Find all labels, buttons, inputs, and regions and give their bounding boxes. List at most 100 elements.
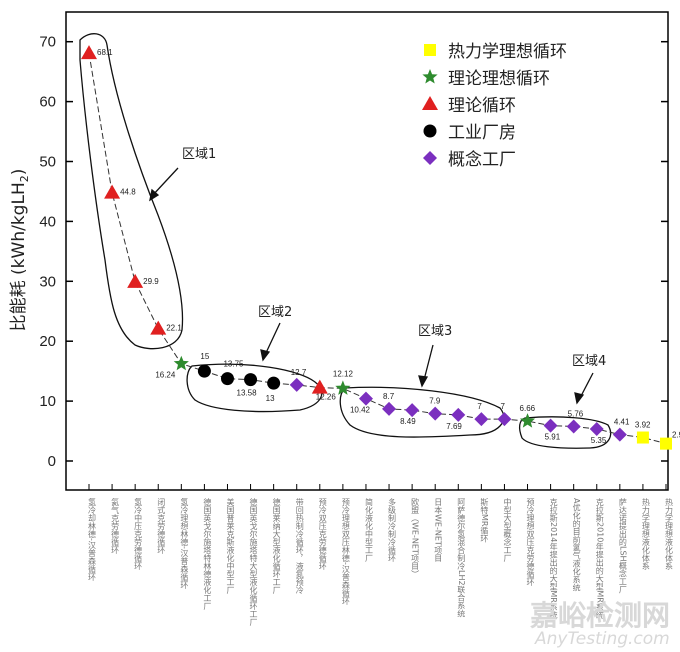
y-tick-label: 0 [48,453,56,470]
watermark-text: 嘉峪检测网 [530,599,670,632]
region1-arrow [151,167,179,197]
region4-arrow [579,372,594,399]
x-tick-label: 斯特MR循环 [480,497,489,543]
star-marker [422,69,438,84]
x-tick-label: 带回热制冷循环，液氮预冷 [295,498,304,595]
data-label: 16.24 [155,371,176,380]
x-tick-label: 多级制冷制冷循环 [388,497,397,563]
region2-label: 区域2 [258,305,292,320]
data-label: 13 [266,394,275,403]
data-label: 7.69 [446,422,462,431]
x-tick-label: 热力学理想液化体系 [665,497,674,570]
x-tick-label: 欧盟（WE-NET项目） [411,497,420,578]
data-label: 8.49 [400,417,416,426]
data-label: 44.8 [120,188,136,197]
region3-label: 区域3 [418,324,452,339]
data-label: 15 [200,352,209,361]
y-tick-label: 10 [39,393,56,410]
region4-label: 区域4 [572,354,606,369]
region2-arrowhead [260,349,271,362]
region4-outline [518,416,612,449]
axes: 0 10 20 30 40 50 60 70 氢冷却林德-汉普森循环 氦气克劳德循环 氢冷中压克劳德… [39,11,674,627]
diamond-marker [612,427,627,442]
triangle-marker [81,45,97,60]
diamond-marker [566,419,581,434]
x-tick-label: 克拉斯2010年提出的大型MR系统 [595,498,604,620]
region-annotations: 区域1 区域2 区域3 区域4 [149,147,606,405]
region2-outline [186,363,323,413]
legend-label: 概念工厂 [448,149,516,170]
diamond-marker [543,418,558,433]
connecting-line [88,52,667,445]
y-tick-label: 60 [39,94,56,111]
data-label: 10.42 [350,406,371,415]
x-tick-label: A优化的目前氢气液化系统 [572,498,581,593]
data-label: 12.26 [316,393,337,402]
x-tick-label: 德国英戈尔施塔特大型液化循环工厂 [249,497,258,627]
diamond-marker [451,407,466,422]
data-label: 22.1 [166,324,182,333]
data-label: 7.9 [429,397,441,406]
data-label: 68.1 [97,48,113,57]
x-tick-label: 克拉斯2014年提出的大型MR系统 [549,498,558,620]
y-tick-label: 40 [39,213,56,230]
x-tick-label: 氦气克劳德循环 [111,497,120,555]
data-label: 13.58 [237,389,258,398]
x-tick-label: 闭式克劳德循环 [157,498,166,555]
legend-label: 热力学理想循环 [448,42,567,62]
data-label: 3.92 [635,421,651,430]
region1-label: 区域1 [182,147,216,162]
star-marker [335,380,351,395]
x-tick-label: 预冷理想双压克劳德循环 [526,497,535,587]
x-tick-label: 德国英戈尔施塔特林德液化工厂 [203,497,212,611]
y-tick-label: 20 [39,333,56,350]
circle-marker [423,124,437,138]
data-label: 12.7 [291,368,307,377]
data-label: 7 [500,402,505,411]
diamond-marker [405,403,420,418]
circle-marker [220,372,234,386]
data-label: 6.66 [520,404,536,413]
x-tick-label: 简化液化中型工厂 [364,497,373,563]
data-label: 13.75 [223,360,244,369]
region2-arrow [264,322,281,356]
region4-arrowhead [574,392,585,405]
data-label: 4.41 [614,418,630,427]
triangle-marker [127,273,144,288]
x-tick-label: 预冷理想双压林德-汉普森循环 [341,497,350,606]
x-tick-label: 氢冷却林德-汉普森循环 [88,497,97,582]
diamond-marker [289,377,304,392]
square-marker [660,437,672,450]
data-label: 2.9 [672,431,680,440]
data-label: 12.12 [333,369,354,378]
x-tick-label: 热力学理想液化体系 [641,497,650,570]
x-tick-label: 阿萨德尔氢混合制冷LH2联合系统 [457,498,466,619]
x-tick-label: 氢冷中压克劳德循环 [134,497,143,571]
legend-label: 工业厂房 [448,123,516,143]
x-tick-label: 预冷双压克劳德循环 [318,497,327,571]
star-marker [519,413,536,428]
chart-marks: 68.1 44.8 29.9 22.1 16.24 15 13.75 13.58 13 12.7 1… [81,45,680,450]
region1-outline [79,33,184,350]
data-label: 7 [477,402,482,411]
x-tick-label: 氢冷理想林德-汉普森循环 [180,497,189,590]
x-tick-label: 萨达诺提出的LSH概念工厂 [618,497,627,595]
x-tick-label: 美国普莱克斯液化中型工厂 [226,497,235,595]
triangle-marker [104,184,121,199]
y-axis-label: 比能耗 (kWh/kgLH2) [9,169,31,332]
diamond-marker [382,401,397,416]
data-label: 29.9 [143,277,159,286]
data-label: 5.91 [545,433,561,442]
square-marker [636,431,649,444]
diamond-marker [497,412,512,427]
diamond-marker [589,421,604,436]
star-marker [173,355,189,371]
diamond-marker [428,406,443,421]
plot-frame [65,11,669,491]
diamond-marker [474,412,489,427]
region3-outline [339,386,505,438]
square-marker [424,44,436,56]
x-tick-label: 德国莱纳大型液化循环工厂 [272,497,281,595]
